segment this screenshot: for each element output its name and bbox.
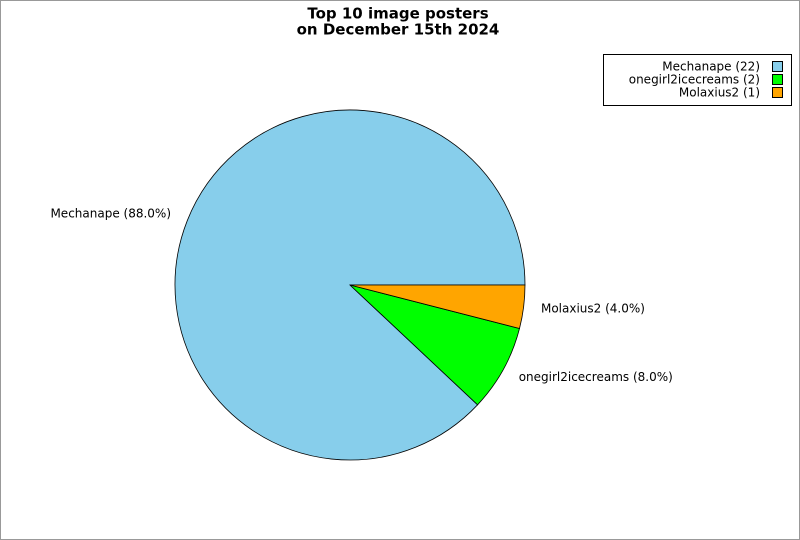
legend-box	[603, 54, 792, 106]
chart-title: Top 10 image posters	[307, 5, 488, 23]
legend-swatch	[772, 61, 783, 72]
legend-label: Mechanape (22)	[662, 60, 760, 74]
legend-label: onegirl2icecreams (2)	[629, 73, 760, 87]
legend-swatch	[772, 74, 783, 85]
slice-label: onegirl2icecreams (8.0%)	[519, 370, 673, 384]
slice-label: Molaxius2 (4.0%)	[541, 302, 645, 316]
legend-swatch	[772, 87, 783, 98]
pie-slice	[349, 284, 526, 330]
slice-label: Mechanape (88.0%)	[50, 207, 171, 221]
chart-title: on December 15th 2024	[297, 21, 500, 39]
legend-label: Molaxius2 (1)	[679, 86, 760, 100]
